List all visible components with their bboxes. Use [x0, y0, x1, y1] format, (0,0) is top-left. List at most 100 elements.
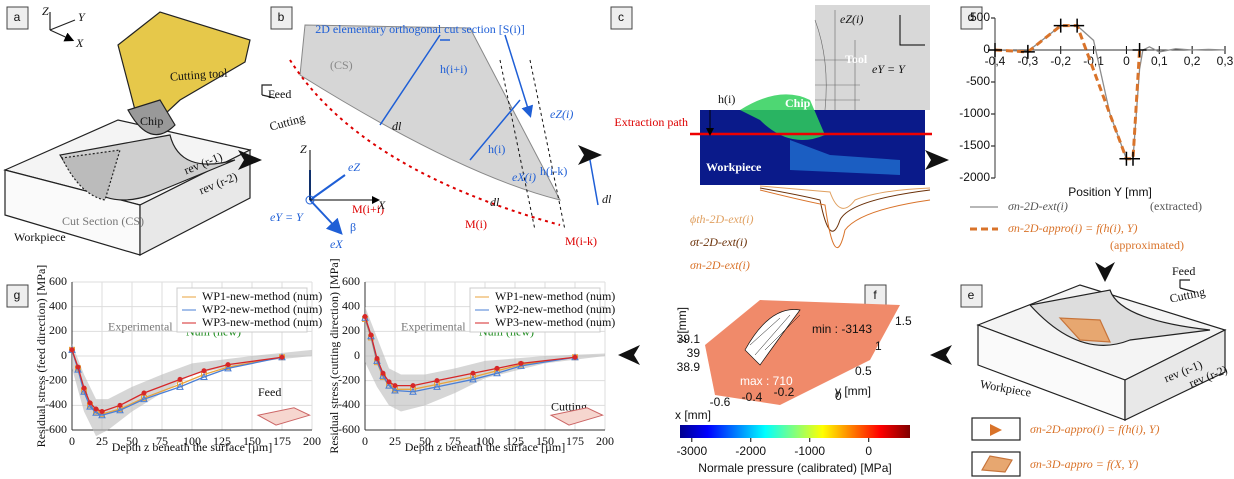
circle-marker: [82, 386, 87, 391]
label: Residual stress (cutting direction) [MPa…: [327, 258, 341, 453]
circle-marker: [411, 383, 416, 388]
cross-marker: [1133, 43, 1147, 57]
circle-marker: [519, 361, 524, 366]
label: X: [75, 36, 84, 50]
tick-label: 38.9: [677, 360, 701, 374]
arrow: [618, 345, 640, 365]
legend-entry: ϕth-2D-ext(i): [690, 212, 754, 226]
x-tick-label: 25: [389, 434, 401, 448]
y-tick-label: 600: [49, 274, 67, 288]
legend-entry: σn-2D-appro(i) = f(h(i), Y): [1030, 422, 1160, 436]
y-tick-label: 0: [61, 348, 67, 362]
circle-marker: [375, 356, 380, 361]
y-tick-label: -400: [338, 397, 360, 411]
label: M(i-k): [565, 234, 597, 248]
colorbar: [680, 425, 910, 438]
x-tick-label: 0: [69, 434, 75, 448]
circle-marker: [363, 314, 368, 319]
panel-f-drawing: [680, 300, 910, 438]
label: h(i+i): [440, 62, 467, 76]
tick-label: 0.5: [855, 364, 872, 378]
label: eZ(i): [840, 12, 863, 26]
label: X: [377, 198, 386, 212]
figure: abcdgfeZYXCutting toolChipFeedCuttingrev…: [0, 0, 1234, 479]
label: Workpiece: [706, 160, 762, 174]
label: eZ(i): [550, 107, 573, 121]
circle-marker: [88, 400, 93, 405]
direction-label: Feed: [258, 385, 281, 399]
arrow: [930, 345, 952, 365]
y-tick-label: -1000: [959, 106, 990, 120]
circle-marker: [118, 403, 123, 408]
tick-label: -0.4: [742, 390, 763, 404]
y-tick-label: 0: [354, 348, 360, 362]
y-tick-label: -600: [338, 422, 360, 436]
panel-label: g: [14, 288, 21, 302]
x-tick-label: 0,3: [1217, 54, 1234, 68]
inset-block: [258, 408, 310, 425]
legend-entry: WP3-new-method (num): [495, 315, 615, 329]
legend-entry: σn-2D-ext(i): [1008, 199, 1068, 213]
circle-marker: [369, 333, 374, 338]
y-tick-label: -200: [45, 372, 67, 386]
y-tick-label: -500: [966, 74, 990, 88]
x-tick-label: -0,1: [1083, 54, 1104, 68]
curve-n: [760, 190, 930, 248]
y-tick-label: 400: [342, 298, 360, 312]
label: eY = Y: [872, 62, 906, 76]
label: Experimental: [401, 319, 466, 333]
label: Tool: [845, 52, 868, 66]
tick-label: -2000: [735, 444, 766, 458]
label: (CS): [330, 58, 353, 72]
label: Depth z beneath the surface [µm]: [112, 440, 273, 454]
legend-entry: σt-2D-ext(i): [690, 235, 747, 249]
y-tick-label: 600: [342, 274, 360, 288]
y-tick-label: 500: [970, 10, 990, 24]
circle-marker: [178, 377, 183, 382]
tick-label: 0: [865, 444, 872, 458]
circle-marker: [387, 379, 392, 384]
label: Y: [78, 10, 86, 24]
label: max : 710: [740, 374, 793, 388]
label: M(i): [465, 217, 487, 231]
legend-entry: WP1-new-method (num): [202, 289, 322, 303]
label: x [mm]: [675, 408, 711, 422]
tick-label: 39: [687, 346, 701, 360]
y-tick-label: -1500: [959, 138, 990, 152]
y-tick-label: -600: [45, 422, 67, 436]
curve-t: [760, 188, 930, 231]
label: dl: [392, 119, 402, 133]
tick-label: -1000: [794, 444, 825, 458]
x-tick-label: 175: [566, 434, 584, 448]
label: Cut Section (CS): [62, 214, 144, 228]
label: h(i): [718, 92, 735, 106]
label: Chip: [140, 114, 163, 128]
label: h(i-k): [540, 164, 567, 178]
panel-label: e: [968, 288, 975, 302]
circle-marker: [495, 366, 500, 371]
legend-entry: WP2-new-method (num): [202, 302, 322, 316]
label: Workpiece: [14, 230, 66, 244]
label: Feed: [268, 87, 291, 101]
arrow: [925, 150, 949, 170]
label: Z: [42, 4, 49, 18]
x-tick-label: 0,2: [1184, 54, 1201, 68]
legend-entry: σn-3D-appro = f(X, Y): [1030, 457, 1138, 471]
circle-marker: [76, 365, 81, 370]
tick-label: 1.5: [895, 314, 912, 328]
circle-marker: [70, 347, 75, 352]
legend-entry: WP1-new-method (num): [495, 289, 615, 303]
label: 2D elementary orthogonal cut section [S(…: [315, 22, 525, 36]
y-tick-label: -2000: [959, 170, 990, 184]
label: eY = Y: [270, 210, 304, 224]
label: dl: [490, 195, 500, 209]
tool-region: [815, 5, 930, 110]
label: β: [350, 220, 356, 234]
label: dl: [602, 192, 612, 206]
tick-label: -3000: [676, 444, 707, 458]
page: abcdgfeZYXCutting toolChipFeedCuttingrev…: [0, 0, 1234, 479]
y-tick-label: -400: [45, 397, 67, 411]
x-tick-label: 200: [303, 434, 321, 448]
label: Extraction path: [614, 115, 688, 129]
label: Z: [300, 142, 307, 156]
